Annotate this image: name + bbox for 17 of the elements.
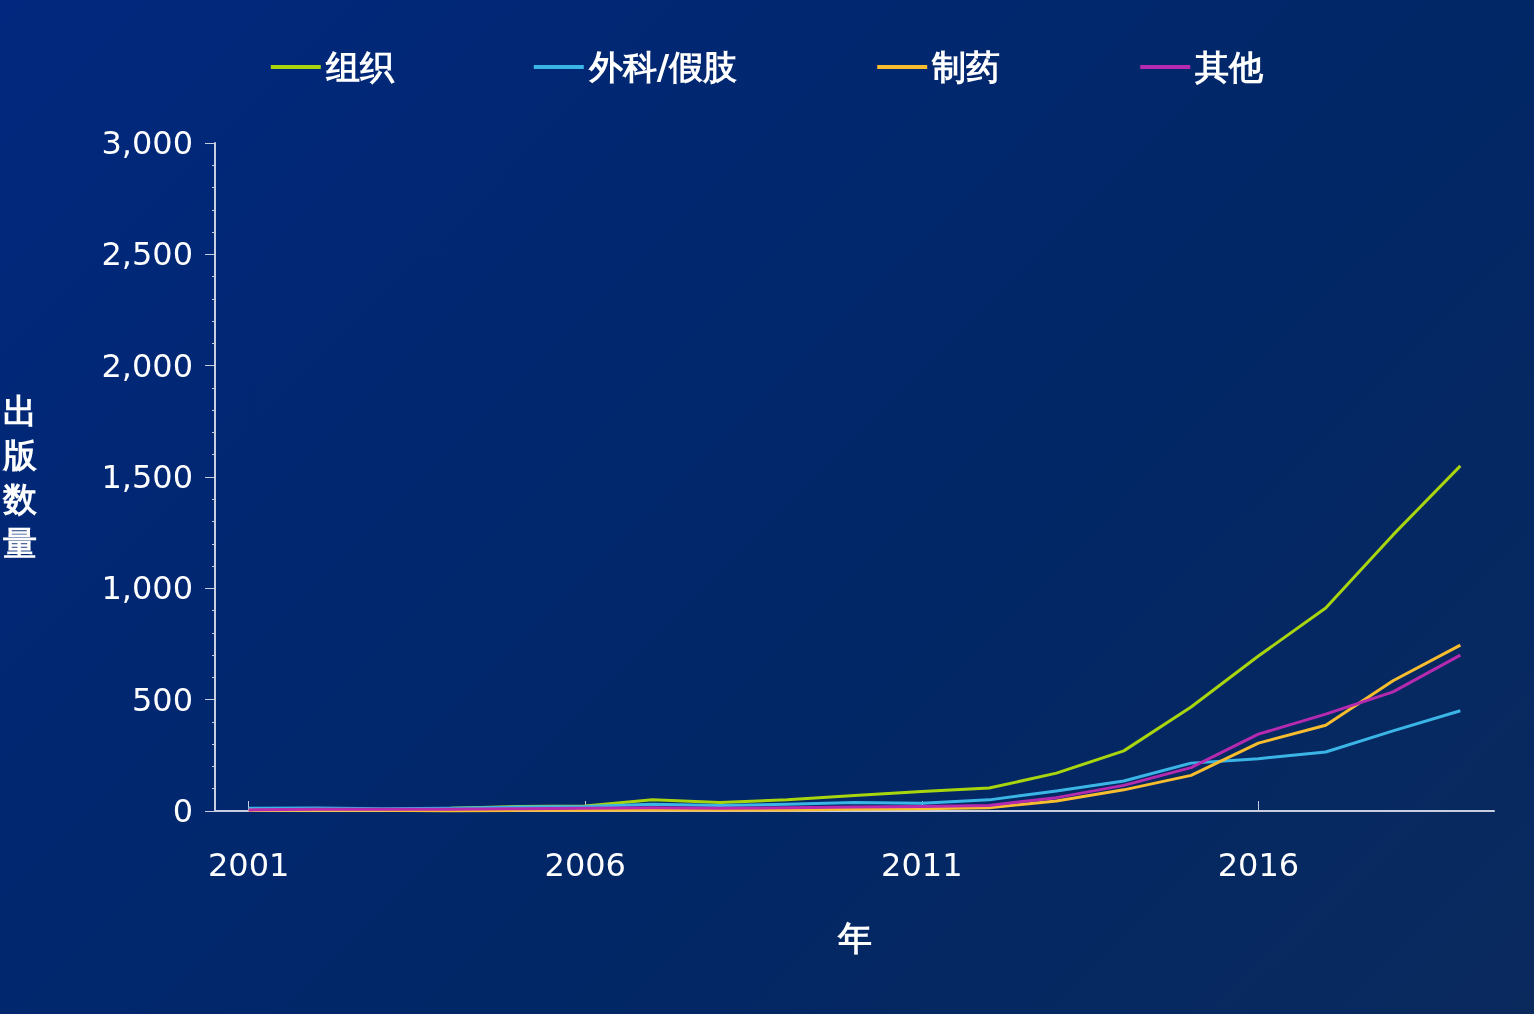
legend-label: 制药 — [931, 47, 1001, 87]
y-tick-label: 3,000 — [101, 124, 193, 162]
y-tick-label: 0 — [172, 792, 193, 830]
x-tick-label: 2016 — [1217, 846, 1300, 884]
y-tick-label: 1,500 — [101, 458, 193, 496]
y-tick-label: 2,000 — [101, 346, 193, 385]
x-tick-label: 2011 — [881, 846, 963, 884]
legend-label: 外科/假肢 — [587, 47, 739, 87]
y-tick-label: 500 — [131, 680, 193, 719]
x-tick-label: 2006 — [544, 846, 626, 884]
y-tick-label: 2,500 — [101, 235, 193, 274]
legend-label: 组织 — [324, 47, 395, 87]
y-tick-label: 1,000 — [101, 569, 193, 608]
legend-label: 其他 — [1194, 47, 1265, 87]
x-axis-title: 年 — [836, 918, 872, 958]
y-axis-title: 出版数量 — [2, 391, 38, 563]
x-tick-label: 2001 — [207, 846, 290, 884]
